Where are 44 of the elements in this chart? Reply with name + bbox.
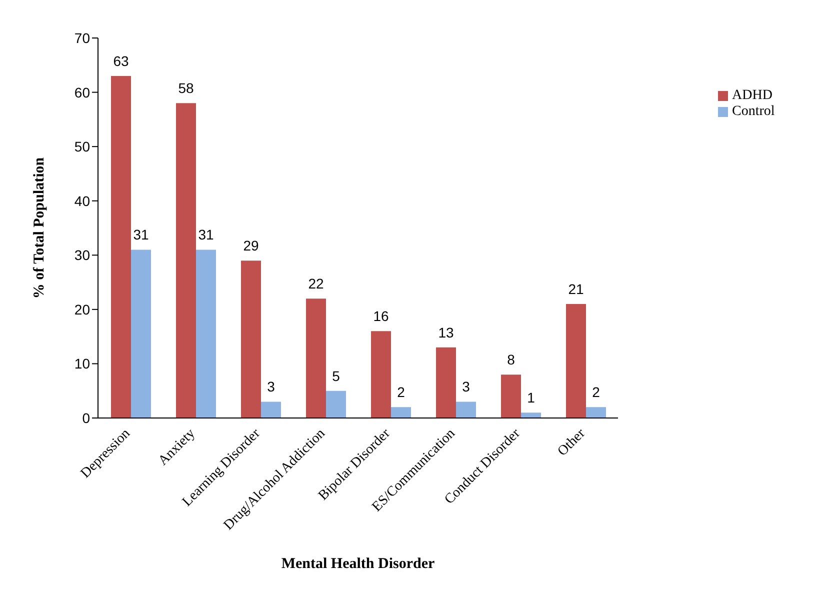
data-label: 63 xyxy=(113,53,129,69)
bar xyxy=(111,76,131,418)
bar xyxy=(566,304,586,418)
y-tick-label: 50 xyxy=(74,138,90,155)
bar xyxy=(371,331,391,418)
bar xyxy=(131,250,151,418)
data-label: 5 xyxy=(332,368,340,384)
data-label: 31 xyxy=(198,226,214,243)
data-label: 16 xyxy=(373,308,389,324)
y-tick-label: 60 xyxy=(74,84,90,100)
x-axis-title: Mental Health Disorder xyxy=(281,556,435,572)
data-label: 2 xyxy=(592,384,600,400)
data-label: 31 xyxy=(133,226,149,243)
data-label: 58 xyxy=(178,80,194,96)
bar xyxy=(586,407,606,418)
y-tick-label: 70 xyxy=(74,30,90,46)
bar xyxy=(326,390,346,418)
data-label: 8 xyxy=(507,352,516,368)
data-label: 1 xyxy=(527,390,536,406)
y-tick-label: 0 xyxy=(82,410,90,426)
bar xyxy=(306,298,326,418)
data-label: 29 xyxy=(243,238,259,254)
data-label: 22 xyxy=(308,276,324,292)
bar xyxy=(501,374,521,418)
bar xyxy=(521,412,541,418)
bar xyxy=(456,402,476,418)
bar xyxy=(241,260,261,418)
data-label: 3 xyxy=(267,378,276,395)
bar xyxy=(176,103,196,418)
bar xyxy=(391,407,411,418)
data-label: 21 xyxy=(568,281,584,297)
legend-label: ADHD xyxy=(732,88,772,103)
legend-label: Control xyxy=(732,104,775,119)
y-tick-label: 30 xyxy=(74,247,90,264)
data-label: 13 xyxy=(438,324,454,340)
data-label: 2 xyxy=(397,384,406,400)
y-axis-title: % of Total Population xyxy=(31,156,48,299)
y-tick-label: 40 xyxy=(74,192,90,209)
bar xyxy=(261,402,281,418)
y-tick-label: 20 xyxy=(74,301,90,318)
y-tick-label: 10 xyxy=(74,356,90,372)
data-label: 3 xyxy=(462,378,470,395)
bar xyxy=(436,347,456,418)
bar xyxy=(196,250,216,418)
